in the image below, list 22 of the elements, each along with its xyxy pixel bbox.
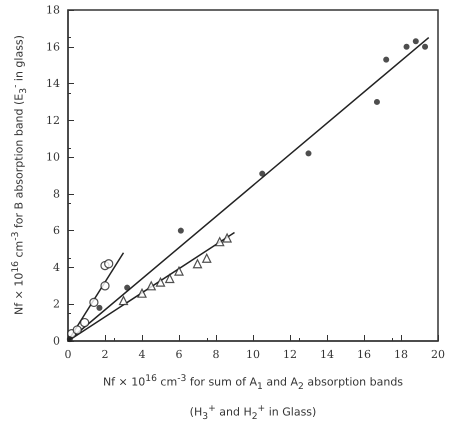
x-tick-label: 0 bbox=[64, 348, 72, 361]
x-tick-label: 18 bbox=[394, 348, 408, 361]
y-tick-label: 8 bbox=[53, 187, 60, 200]
x-tick-label: 2 bbox=[102, 348, 108, 361]
x-tick-label: 4 bbox=[138, 348, 146, 361]
y-tick-label: 2 bbox=[53, 298, 60, 311]
y-tick-label: 4 bbox=[53, 260, 60, 274]
x-tick-label: 14 bbox=[320, 348, 334, 361]
x-tick-label: 10 bbox=[246, 348, 260, 361]
y-tick-label: 0 bbox=[53, 334, 60, 348]
x-tick-label: 6 bbox=[176, 348, 182, 361]
y-tick-label: 16 bbox=[46, 40, 60, 54]
x-tick-label: 20 bbox=[431, 348, 445, 361]
y-tick-label: 12 bbox=[46, 114, 60, 127]
x-tick-label: 8 bbox=[212, 348, 220, 361]
text: Nf × 10$^{16}$ cm$^{-3}$ for sum of A$_{1}$ and A$_{2}$ absorption bands (H$_{3}$$^{+}$ and H$_{2}$$^{+}$ in Glass) bbox=[102, 373, 404, 422]
y-tick-label: 6 bbox=[53, 224, 60, 238]
y-tick-label: 18 bbox=[46, 4, 60, 16]
y-tick-label: 10 bbox=[46, 150, 60, 164]
x-tick-label: 16 bbox=[357, 348, 371, 361]
x-tick-label: 12 bbox=[283, 348, 297, 361]
y-tick-label: 14 bbox=[46, 77, 60, 90]
